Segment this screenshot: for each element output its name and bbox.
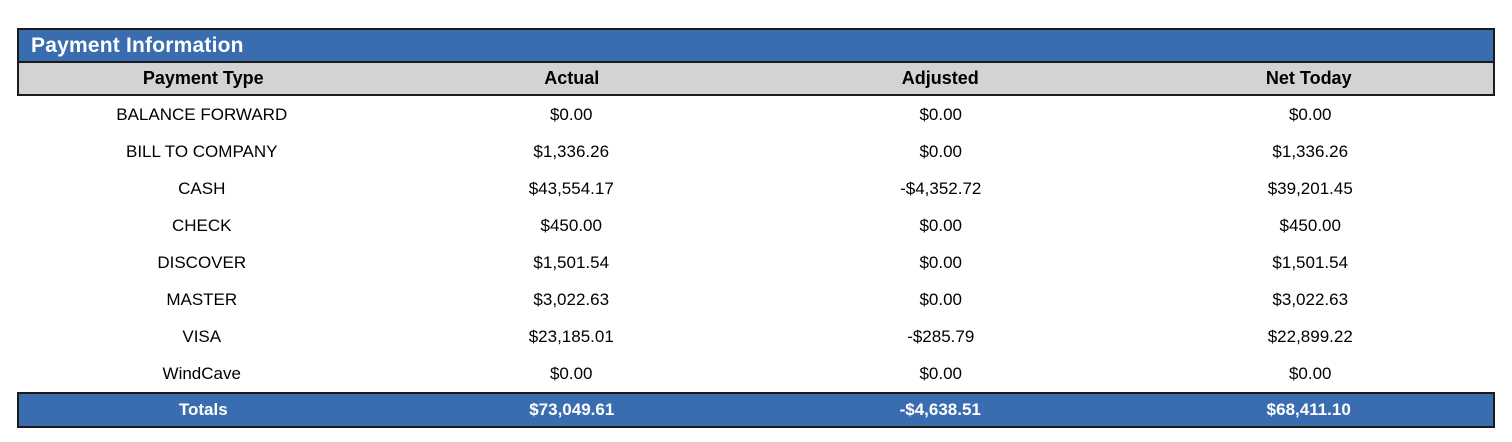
cell-adjusted: $0.00 [919,141,963,161]
totals-actual: $73,049.61 [529,400,615,419]
table-row: BALANCE FORWARD $0.00 $0.00 $0.00 [17,96,1495,133]
cell-adjusted: $0.00 [919,363,963,383]
cell-type: MASTER [166,289,238,309]
cell-net: $3,022.63 [1272,289,1349,309]
cell-actual: $0.00 [549,104,593,124]
column-header-actual: Actual [544,68,600,88]
table-row: BILL TO COMPANY $1,336.26 $0.00 $1,336.26 [17,133,1495,170]
table-row: WindCave $0.00 $0.00 $0.00 [17,355,1495,392]
table-row: MASTER $3,022.63 $0.00 $3,022.63 [17,281,1495,318]
cell-actual: $1,501.54 [533,252,610,272]
totals-net-today: $68,411.10 [1266,400,1351,419]
cell-actual: $3,022.63 [533,289,610,309]
cell-adjusted: $0.00 [919,289,963,309]
payment-information-panel: Payment Information Payment Type Actual … [17,28,1495,428]
cell-type: WindCave [162,363,241,383]
totals-row: Totals $73,049.61 -$4,638.51 $68,411.10 [17,392,1495,428]
cell-adjusted: -$4,352.72 [900,178,982,198]
cell-type: BALANCE FORWARD [116,104,288,124]
cell-actual: $0.00 [549,363,593,383]
cell-net: $0.00 [1288,104,1332,124]
totals-label: Totals [178,400,228,419]
cell-actual: $450.00 [540,215,602,235]
table-body: BALANCE FORWARD $0.00 $0.00 $0.00 BILL TO CO… [17,96,1495,392]
table-row: DISCOVER $1,501.54 $0.00 $1,501.54 [17,244,1495,281]
cell-net: $0.00 [1288,363,1332,383]
cell-type: CHECK [171,215,232,235]
cell-adjusted: $0.00 [919,215,963,235]
cell-type: VISA [182,326,222,346]
table-row: CASH $43,554.17 -$4,352.72 $39,201.45 [17,170,1495,207]
cell-type: BILL TO COMPANY [126,141,278,161]
cell-adjusted: $0.00 [919,104,963,124]
totals-adjusted: -$4,638.51 [899,400,981,419]
column-header-net-today: Net Today [1265,68,1352,88]
cell-net: $22,899.22 [1267,326,1353,346]
cell-net: $39,201.45 [1267,178,1353,198]
cell-actual: $43,554.17 [528,178,614,198]
column-header-adjusted: Adjusted [901,68,979,88]
cell-type: CASH [178,178,226,198]
panel-title-bar: Payment Information [17,28,1495,63]
panel-title: Payment Information [31,33,244,57]
cell-actual: $23,185.01 [528,326,614,346]
column-header-payment-type: Payment Type [142,68,264,88]
cell-net: $1,501.54 [1272,252,1349,272]
table-row: CHECK $450.00 $0.00 $450.00 [17,207,1495,244]
cell-adjusted: -$285.79 [907,326,975,346]
cell-net: $1,336.26 [1272,141,1349,161]
cell-adjusted: $0.00 [919,252,963,272]
table-row: VISA $23,185.01 -$285.79 $22,899.22 [17,318,1495,355]
table-header-row: Payment Type Actual Adjusted Net Today [17,63,1495,96]
cell-type: DISCOVER [157,252,247,272]
cell-actual: $1,336.26 [533,141,610,161]
cell-net: $450.00 [1279,215,1341,235]
